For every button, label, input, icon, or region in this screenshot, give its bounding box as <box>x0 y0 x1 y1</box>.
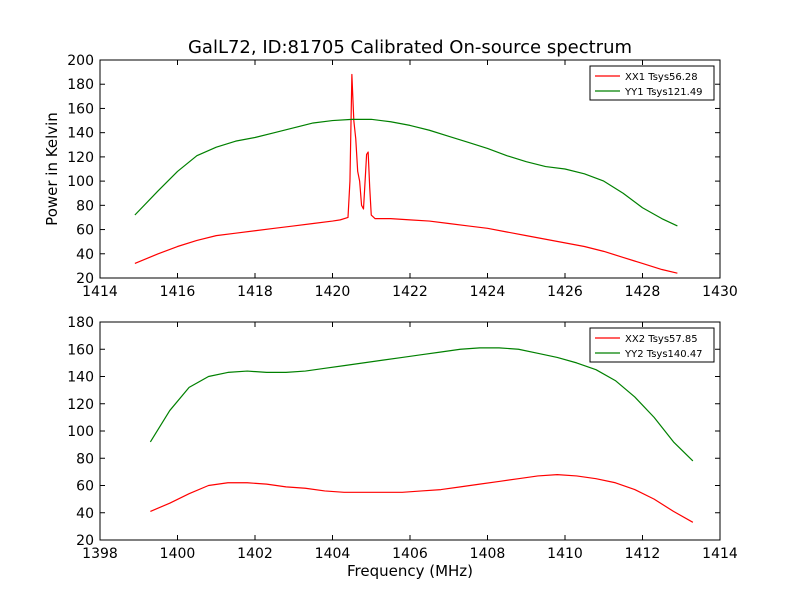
x-tick-label: 1402 <box>237 546 273 562</box>
x-tick-label: 1430 <box>702 284 738 300</box>
series-line-2 <box>134 118 678 227</box>
y-tick-label: 20 <box>76 533 94 549</box>
y-tick-label: 80 <box>76 198 94 214</box>
y-tick-label: 40 <box>76 247 94 263</box>
x-tick-label: 1420 <box>315 284 351 300</box>
x-tick-label: 1412 <box>625 546 661 562</box>
x-tick-label: 1398 <box>82 546 118 562</box>
y-tick-label: 160 <box>67 101 94 117</box>
x-tick-label: 1414 <box>82 284 118 300</box>
x-tick-label: 1414 <box>702 546 738 562</box>
y-tick-label: 80 <box>76 451 94 467</box>
legend-label-2: YY1 Tsys121.49 <box>624 87 703 98</box>
y-tick-label: 160 <box>67 342 94 358</box>
x-axis-label: Frequency (MHz) <box>347 562 473 580</box>
x-tick-label: 1406 <box>392 546 428 562</box>
y-tick-label: 200 <box>67 53 94 69</box>
y-tick-label: 60 <box>76 223 94 239</box>
x-tick-label: 1410 <box>547 546 583 562</box>
series-line-2 <box>149 347 694 462</box>
x-tick-label: 1408 <box>470 546 506 562</box>
bottom-plot: 1398 1400 1402 1404 1406 1408 1410 1412 1414 20 40… <box>67 315 738 580</box>
legend-label-1: XX1 Tsys56.28 <box>625 72 698 83</box>
series-line-1 <box>150 474 694 523</box>
y-tick-label: 60 <box>76 479 94 495</box>
legend-label-1: XX2 Tsys57.85 <box>625 334 698 345</box>
y-tick-label: 40 <box>76 506 94 522</box>
x-tick-label: 1422 <box>392 284 428 300</box>
x-tick-label: 1418 <box>237 284 273 300</box>
y-tick-label: 20 <box>76 271 94 287</box>
y-tick-label: 100 <box>67 424 94 440</box>
y-tick-label: 140 <box>67 126 94 142</box>
x-tick-label: 1426 <box>547 284 583 300</box>
legend-label-2: YY2 Tsys140.47 <box>624 349 703 360</box>
y-tick-label: 180 <box>67 315 94 331</box>
y-tick-label: 120 <box>67 397 94 413</box>
y-tick-label: 120 <box>67 150 94 166</box>
chart-title: GalL72, ID:81705 Calibrated On-source sp… <box>188 37 632 58</box>
series-line-1 <box>134 73 678 274</box>
x-tick-label: 1416 <box>160 284 196 300</box>
x-tick-label: 1424 <box>470 284 506 300</box>
x-tick-label: 1428 <box>625 284 661 300</box>
y-tick-label: 140 <box>67 370 94 386</box>
y-tick-label: 180 <box>67 77 94 93</box>
x-tick-label: 1400 <box>160 546 196 562</box>
y-axis-label: Power in Kelvin <box>43 112 61 226</box>
legend-box <box>589 327 715 363</box>
x-tick-label: 1404 <box>315 546 351 562</box>
y-tick-label: 100 <box>67 174 94 190</box>
legend-box <box>589 65 715 101</box>
top-plot: 1414 1416 1418 1420 1422 1424 1426 1428 1430 20 40… <box>43 53 738 300</box>
